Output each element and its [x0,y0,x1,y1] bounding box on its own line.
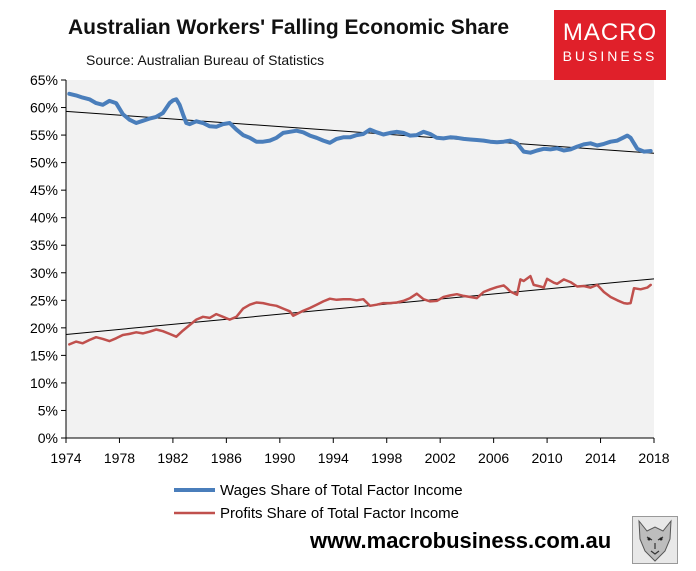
y-tick-label: 10% [30,375,58,391]
y-tick-label: 55% [30,127,58,143]
y-tick-label: 65% [30,72,58,88]
macrobusiness-logo: MACRO BUSINESS [554,10,666,80]
x-tick-label: 2014 [585,450,616,466]
x-tick-label: 2010 [532,450,563,466]
y-tick-label: 25% [30,292,58,308]
wolf-logo-icon [632,516,678,564]
x-axis: 1974 1978 1982 1986 1990 1994 1998 2002 2006 2010… [50,437,670,466]
y-tick-label: 20% [30,320,58,336]
y-tick-label: 15% [30,347,58,363]
series-lines [67,91,653,346]
trendlines [65,110,655,335]
wages-series-line [67,91,653,155]
y-tick-label: 30% [30,265,58,281]
legend-label: Profits Share of Total Factor Income [220,505,459,522]
trendline [65,278,655,335]
x-tick-label: 1974 [50,450,81,466]
x-tick-label: 2002 [425,450,456,466]
y-axis: 0% 5% 10% 15% 20% 25% 30% 35% 40% 45% 50% 55% 60% 65% [30,72,67,446]
x-tick-label: 1982 [157,450,188,466]
logo-line-1: MACRO [562,19,658,46]
legend-label: Wages Share of Total Factor Income [220,482,463,499]
y-tick-label: 5% [38,402,58,418]
legend: Wages Share of Total Factor Income Profit… [174,482,463,522]
x-tick-label: 1994 [318,450,349,466]
website-url: www.macrobusiness.com.au [310,528,612,553]
x-tick-label: 2006 [478,450,509,466]
x-tick-label: 1986 [211,450,242,466]
y-tick-label: 60% [30,100,58,116]
x-tick-label: 1990 [264,450,295,466]
trendline [65,110,655,154]
plot-area [66,80,654,438]
y-tick-label: 35% [30,237,58,253]
chart-source: Source: Australian Bureau of Statistics [86,52,325,68]
logo-line-2: BUSINESS [562,48,658,64]
y-tick-label: 50% [30,155,58,171]
y-tick-label: 0% [38,430,58,446]
y-tick-label: 40% [30,210,58,226]
profits-series-line [68,274,652,346]
x-tick-label: 1998 [371,450,402,466]
x-tick-label: 2018 [638,450,669,466]
chart-title: Australian Workers' Falling Economic Sha… [68,16,510,39]
y-tick-label: 45% [30,182,58,198]
x-tick-label: 1978 [104,450,135,466]
